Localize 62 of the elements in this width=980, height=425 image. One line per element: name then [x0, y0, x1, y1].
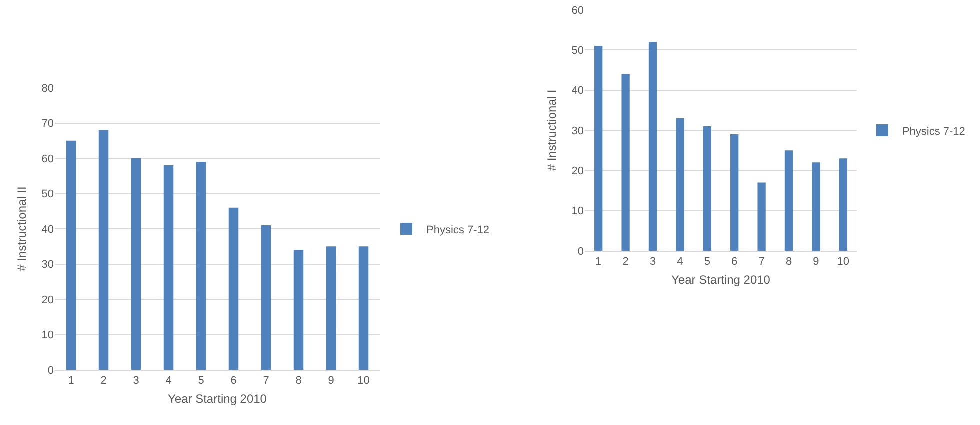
bar: [784, 150, 794, 251]
x-tick-label: 8: [296, 375, 302, 388]
y-tick-label: 70: [42, 118, 54, 130]
x-tick-label: 10: [358, 375, 370, 388]
legend-label: Physics 7-12: [902, 126, 966, 138]
bar: [294, 250, 304, 370]
x-tick-label: 5: [704, 256, 710, 268]
y-axis-title: # Instructional II: [15, 186, 30, 272]
x-tick-label: 8: [786, 256, 792, 268]
bar: [131, 158, 142, 370]
x-tick-label: 7: [263, 375, 270, 388]
bar: [676, 118, 684, 251]
y-tick-label: 10: [42, 330, 54, 342]
x-tick-label: 5: [198, 375, 204, 388]
bar: [261, 225, 272, 370]
x-tick-label: 2: [622, 256, 629, 268]
bar: [839, 158, 848, 251]
bar: [730, 134, 739, 251]
bar: [228, 208, 239, 370]
x-tick-label: 9: [328, 375, 334, 388]
x-tick-label: 1: [596, 256, 602, 268]
y-axis-title: # Instructional I: [545, 90, 560, 172]
y-tick-label: 50: [572, 45, 584, 58]
y-tick-label: 60: [572, 4, 584, 17]
bar: [812, 162, 820, 251]
bar: [648, 42, 658, 251]
x-tick-label: 9: [813, 256, 820, 268]
x-tick-label: 6: [230, 375, 237, 388]
y-tick-label: 20: [572, 166, 584, 178]
bar: [66, 140, 76, 370]
bar: [594, 46, 603, 251]
y-tick-label: 40: [572, 85, 584, 98]
y-tick-label: 0: [578, 246, 584, 258]
bar: [164, 166, 174, 370]
y-tick-label: 60: [42, 153, 54, 166]
y-tick-label: 50: [42, 188, 54, 201]
bar: [358, 246, 369, 370]
y-tick-label: 30: [42, 259, 54, 272]
legend-label: Physics 7-12: [426, 224, 490, 236]
y-tick-label: 20: [42, 294, 54, 306]
y-tick-label: 30: [572, 125, 584, 138]
y-tick-label: 80: [42, 82, 54, 95]
y-tick-label: 10: [572, 206, 584, 218]
y-tick-label: 0: [48, 364, 54, 377]
x-tick-label: 3: [133, 375, 140, 388]
bar: [703, 126, 712, 251]
bar: [326, 246, 336, 370]
x-tick-label: 10: [837, 256, 850, 268]
x-tick-label: 2: [100, 375, 107, 388]
x-tick-label: 1: [68, 375, 74, 388]
x-tick-label: 4: [166, 375, 172, 388]
bar: [758, 182, 766, 251]
bar: [196, 162, 206, 370]
bar: [622, 74, 630, 251]
bar: [98, 130, 109, 370]
x-axis-title: Year Starting 2010: [168, 392, 268, 406]
x-tick-label: 4: [677, 256, 684, 268]
y-tick-label: 40: [42, 224, 54, 236]
x-tick-label: 3: [650, 256, 656, 268]
x-tick-label: 7: [758, 256, 765, 268]
x-tick-label: 6: [732, 256, 738, 268]
x-axis-title: Year Starting 2010: [672, 273, 771, 288]
